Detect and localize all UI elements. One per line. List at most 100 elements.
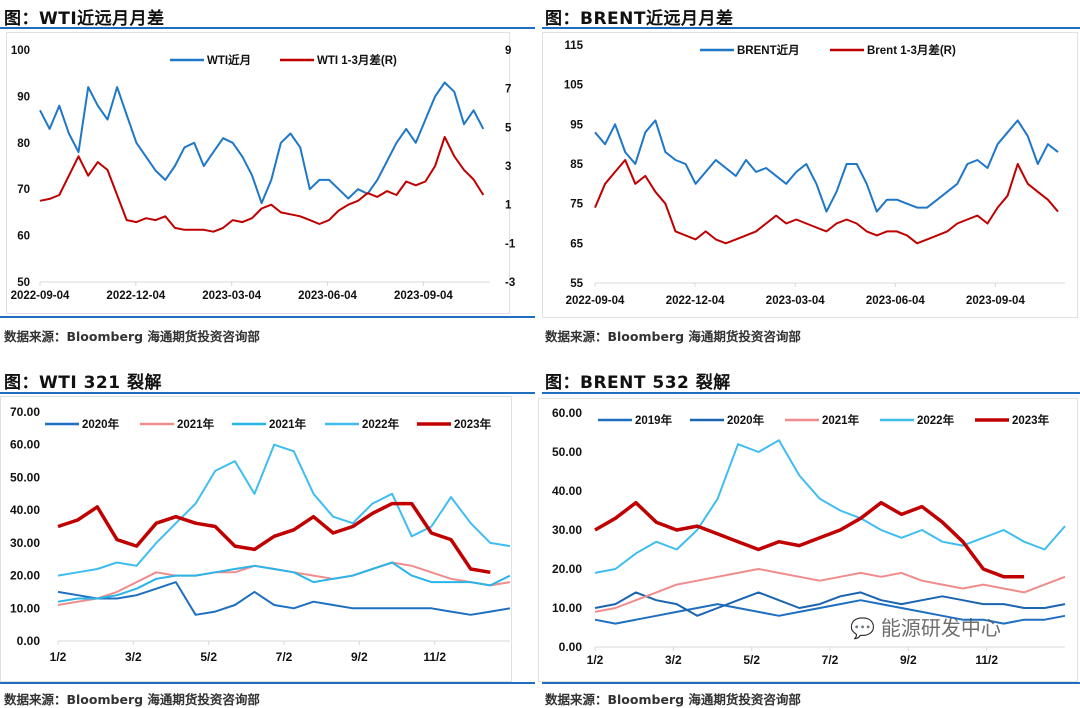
series-line-2022年 [594, 439, 1066, 574]
series-line-WTI 1-3月差(R) [39, 136, 485, 233]
legend-label: WTI 1-3月差(R) [317, 53, 397, 67]
y2-tick-label: 7 [505, 84, 511, 96]
x-tick-label: 2023-03-04 [766, 295, 825, 307]
series-line-2021年 [57, 561, 511, 603]
y-tick-label: 60.00 [10, 438, 40, 452]
y2-tick-label: 1 [505, 200, 512, 212]
legend-label: 2021年 [822, 413, 860, 427]
title-rule [542, 27, 1080, 29]
series-line-Brent 1-3月差(R) [594, 159, 1059, 245]
y-tick-label: 95 [570, 119, 583, 131]
series-line-2019年 [594, 599, 1066, 625]
series-line-WTI近月 [39, 81, 485, 205]
x-tick-label: 2023-06-04 [298, 290, 357, 302]
footer-rule [542, 682, 1080, 684]
legend-label: 2020年 [82, 417, 120, 431]
x-tick-label: 2022-09-04 [566, 295, 625, 307]
panel-title-wti-spread: 图：WTI近远月月差 [4, 9, 165, 29]
panel-title-brent-spread: 图：BRENT近远月月差 [545, 9, 734, 29]
y-tick-label: 100 [11, 45, 30, 57]
y-tick-label: 70 [17, 184, 30, 196]
series-line-2022年 [57, 443, 511, 577]
series-line-BRENT近月 [594, 119, 1059, 213]
chart-frame [542, 32, 1078, 318]
chart-frame [538, 398, 1078, 682]
y-tick-label: 80 [17, 138, 30, 150]
y-tick-label: 50.00 [552, 445, 582, 459]
x-tick-label: 9/2 [351, 650, 368, 664]
y2-tick-label: -3 [505, 277, 515, 289]
source-note: 数据来源：Bloomberg 海通期货投资咨询部 [4, 692, 260, 707]
legend-label: 2021年 [269, 417, 307, 431]
y-tick-label: 50 [17, 277, 30, 289]
series-line-2021年 [57, 561, 511, 606]
x-tick-label: 2023-09-04 [394, 290, 453, 302]
legend-label: Brent 1-3月差(R) [867, 43, 956, 57]
title-rule [0, 392, 535, 394]
legend-label: 2022年 [362, 417, 400, 431]
title-rule [0, 27, 535, 29]
legend-label: 2020年 [727, 413, 765, 427]
y-tick-label: 40.00 [10, 503, 40, 517]
y-tick-label: 20.00 [10, 569, 40, 583]
x-tick-label: 1/2 [50, 650, 67, 664]
title-rule [542, 392, 1080, 394]
chart-frame [0, 396, 512, 682]
legend-label: 2022年 [917, 413, 955, 427]
y-tick-label: 65 [570, 238, 583, 250]
x-tick-label: 2023-03-04 [202, 290, 261, 302]
series-line-2023年 [57, 501, 491, 575]
chart-frame [6, 32, 510, 314]
y-tick-label: 10.00 [552, 601, 582, 615]
x-tick-label: 2022-09-04 [11, 290, 70, 302]
y-tick-label: 70.00 [10, 405, 40, 419]
series-line-2023年 [594, 500, 1025, 579]
legend-label: 2023年 [1012, 413, 1050, 427]
footer-rule [0, 316, 535, 318]
y-tick-label: 60.00 [552, 406, 582, 420]
y-tick-label: 60 [17, 231, 30, 243]
y-tick-label: 30.00 [10, 536, 40, 550]
y-tick-label: 40.00 [552, 484, 582, 498]
x-tick-label: 2023-09-04 [966, 295, 1025, 307]
x-tick-label: 5/2 [200, 650, 217, 664]
series-line-2020年 [594, 591, 1066, 617]
source-note: 数据来源：Bloomberg 海通期货投资咨询部 [545, 692, 801, 707]
y2-tick-label: -1 [505, 238, 516, 250]
source-note: 数据来源：Bloomberg 海通期货投资咨询部 [545, 329, 801, 344]
x-tick-label: 3/2 [125, 650, 142, 664]
x-tick-label: 2022-12-04 [106, 290, 165, 302]
y2-tick-label: 5 [505, 122, 512, 134]
y2-tick-label: 9 [505, 45, 511, 57]
y-tick-label: 75 [570, 199, 583, 211]
legend-label: BRENT近月 [737, 43, 800, 57]
series-line-2021年 [594, 568, 1066, 613]
y-tick-label: 90 [17, 91, 30, 103]
legend-label: 2021年 [177, 417, 215, 431]
watermark-text: 能源研发中心 [880, 616, 1001, 640]
panel-title-wti-crack: 图：WTI 321 裂解 [4, 373, 162, 393]
y-tick-label: 85 [570, 159, 583, 171]
panel-title-brent-crack: 图：BRENT 532 裂解 [545, 373, 731, 393]
x-tick-label: 2023-06-04 [866, 295, 925, 307]
y-tick-label: 105 [564, 80, 584, 92]
y-tick-label: 0.00 [17, 634, 41, 648]
y-tick-label: 115 [564, 40, 583, 52]
legend-label: 2023年 [454, 417, 492, 431]
y-tick-label: 20.00 [552, 562, 582, 576]
x-tick-label: 3/2 [665, 653, 682, 667]
x-tick-label: 11/2 [975, 653, 998, 667]
y2-tick-label: 3 [505, 161, 511, 173]
x-tick-label: 1/2 [587, 653, 604, 667]
y-tick-label: 30.00 [552, 523, 582, 537]
legend-label: 2019年 [635, 413, 673, 427]
y-tick-label: 10.00 [10, 601, 40, 615]
series-line-2020年 [57, 581, 511, 616]
x-tick-label: 7/2 [276, 650, 293, 664]
x-tick-label: 2022-12-04 [666, 295, 725, 307]
y-tick-label: 0.00 [559, 640, 583, 654]
y-tick-label: 50.00 [10, 470, 40, 484]
source-note: 数据来源：Bloomberg 海通期货投资咨询部 [4, 329, 260, 344]
wechat-icon: 💬 [850, 616, 875, 640]
